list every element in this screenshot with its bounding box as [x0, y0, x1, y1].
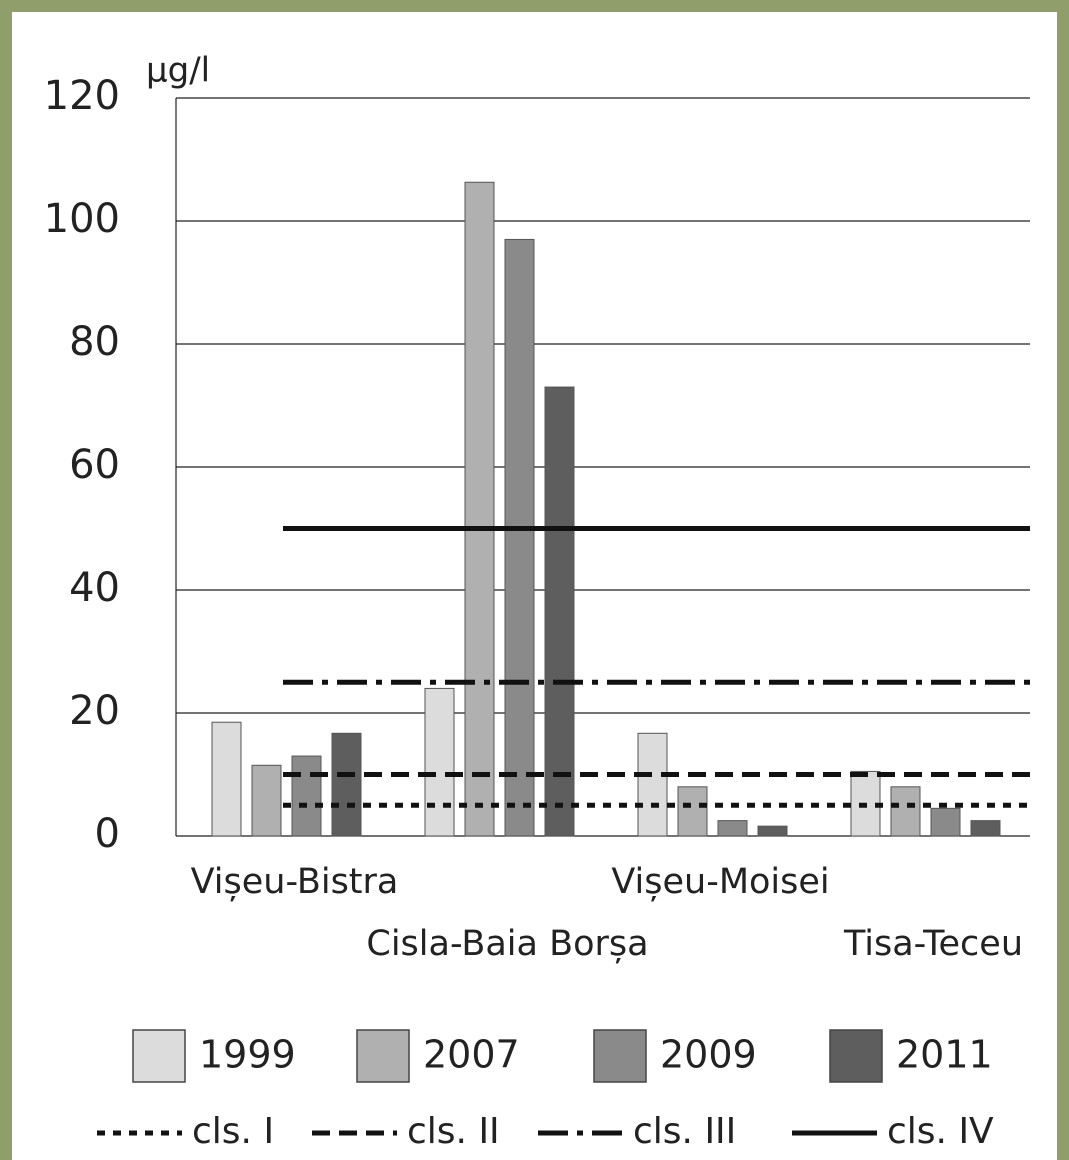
legend-swatch [593, 1029, 647, 1083]
bar [677, 786, 708, 837]
bar [717, 820, 748, 837]
bar [464, 181, 495, 837]
legend-label: cls. I [192, 1111, 274, 1152]
legend-label: 2007 [423, 1033, 520, 1077]
x-tick-label: Vișeu-Moisei [611, 862, 829, 902]
y-tick-label: 100 [44, 196, 120, 242]
legend-label: 2011 [896, 1033, 993, 1077]
legend-label: cls. III [633, 1111, 736, 1152]
y-tick-label: 0 [95, 811, 120, 857]
y-tick-label: 40 [69, 565, 120, 611]
legend-swatch [356, 1029, 410, 1083]
bar [291, 755, 322, 837]
x-tick-label: Vișeu-Bistra [191, 862, 399, 902]
legend-label: cls. IV [887, 1111, 994, 1152]
y-axis-label: µg/l [146, 51, 210, 91]
legend-label: 2009 [660, 1033, 757, 1077]
bar [544, 386, 575, 837]
bar [757, 825, 788, 837]
bar [211, 721, 242, 837]
bar [331, 732, 362, 837]
bar [424, 687, 455, 837]
x-tick-label: Tisa-Teceu [843, 924, 1023, 964]
y-tick-label: 20 [69, 688, 120, 734]
bar [637, 732, 668, 837]
y-tick-label: 120 [44, 73, 120, 119]
y-tick-label: 80 [69, 319, 120, 365]
legend-label: cls. II [407, 1111, 500, 1152]
legend-swatch [132, 1029, 186, 1083]
bar [251, 764, 282, 837]
bar [930, 807, 961, 837]
legend-swatch [829, 1029, 883, 1083]
y-tick-label: 60 [69, 442, 120, 488]
bar [504, 238, 535, 837]
bar [970, 820, 1001, 837]
legend-label: 1999 [199, 1033, 296, 1077]
bar [890, 786, 921, 837]
x-tick-label: Cisla-Baia Borșa [366, 924, 648, 964]
